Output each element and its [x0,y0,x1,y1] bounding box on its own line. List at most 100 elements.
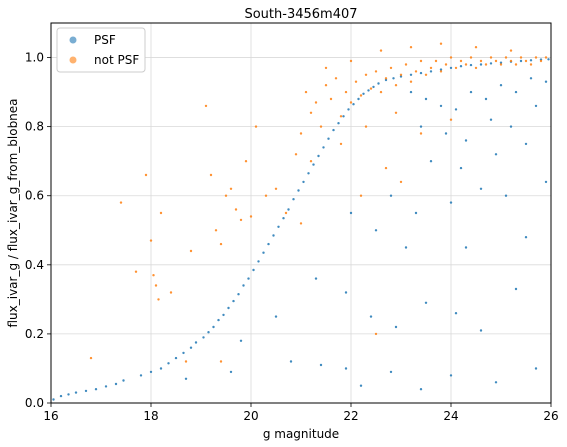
not-psf-point [224,194,228,197]
psf-point [232,299,235,303]
psf-point [389,370,393,374]
psf-point [419,71,423,75]
legend: PSF not PSF [56,27,146,73]
not-psf-point [374,332,378,336]
psf-point [494,153,498,156]
psf-point [409,90,413,94]
psf-point [374,229,378,232]
not-psf-point [399,180,403,184]
not-psf-point [149,239,153,242]
psf-point [514,90,518,94]
legend-marker-psf [69,36,77,44]
not-psf-point [234,208,238,211]
x-tick-label: 16 [43,409,58,423]
psf-point [52,398,55,401]
psf-point [114,382,118,386]
psf-point [544,180,548,184]
plot-frame [50,22,552,404]
psf-point [464,139,468,142]
psf-point [352,103,355,106]
psf-point [212,325,215,329]
psf-point [454,108,458,111]
psf-point [342,115,345,118]
psf-point [174,356,178,360]
psf-point [544,80,548,83]
not-psf-point [384,166,388,170]
not-psf-point [439,70,443,73]
not-psf-point [249,215,253,218]
psf-point [534,367,538,370]
not-psf-point [369,87,373,90]
not-psf-point [329,97,333,101]
not-psf-point [239,218,243,222]
psf-point [139,374,143,377]
psf-point [424,301,428,304]
psf-point [272,234,275,237]
legend-box [56,27,146,73]
psf-point [222,313,225,317]
not-psf-point [419,132,423,135]
not-psf-point [299,132,303,135]
y-tick-label: 1.0 [25,51,44,65]
psf-point [547,58,550,61]
not-psf-point [339,142,343,146]
psf-point [369,315,373,318]
psf-point [314,277,318,280]
not-psf-point [152,274,155,277]
legend-marker-not-psf [69,56,77,64]
x-tick-label: 20 [243,409,258,423]
not-psf-point [404,63,408,66]
not-psf-point [499,63,503,66]
psf-point [307,172,310,175]
psf-point [439,104,443,108]
psf-point [319,363,323,367]
not-psf-point [419,59,423,63]
not-psf-point [449,118,453,121]
psf-point [59,394,63,398]
psf-point [104,385,108,388]
psf-point [534,104,538,108]
psf-point [252,268,255,272]
psf-point [282,217,285,220]
plot-area: 16 18 20 22 24 26 0.0 0.2 0.4 0.6 0.8 1.0 [25,22,559,423]
not-psf-point [299,222,303,225]
not-psf-point [449,56,453,59]
not-psf-point [534,56,538,59]
psf-point [217,318,220,322]
psf-point [484,97,488,101]
x-tick-label: 18 [143,409,158,423]
psf-point [359,384,363,387]
legend-label-not-psf: not PSF [94,53,139,67]
not-psf-point [389,66,393,70]
not-psf-point [409,80,413,83]
psf-point [489,62,493,65]
not-psf-point [374,70,378,73]
psf-point [449,66,453,70]
psf-point [302,180,305,184]
not-psf-point [89,356,93,360]
psf-point [479,329,483,332]
psf-point [499,61,503,64]
y-axis-label: flux_ivar_g / flux_ivar_g_from_blobnea [6,98,20,327]
not-psf-point [284,211,288,215]
not-psf-point [189,249,193,253]
chart-title: South-3456m407 [244,7,357,22]
not-psf-point [214,229,218,232]
psf-point [514,287,518,291]
psf-point [267,242,270,246]
y-tick-label: 0.2 [25,327,44,341]
psf-point [384,78,388,82]
not-psf-point [379,49,383,52]
y-tick-label: 0.4 [25,258,44,272]
not-psf-point [294,153,298,156]
psf-point [414,211,418,215]
y-axis-ticks: 0.0 0.2 0.4 0.6 0.8 1.0 [25,51,51,410]
psf-point [74,391,78,394]
psf-point [344,291,348,294]
not-psf-point [539,59,543,63]
x-axis-label: g magnitude [263,427,339,441]
psf-point [289,360,293,363]
not-psf-point [334,77,338,80]
y-tick-label: 0.0 [25,396,44,410]
